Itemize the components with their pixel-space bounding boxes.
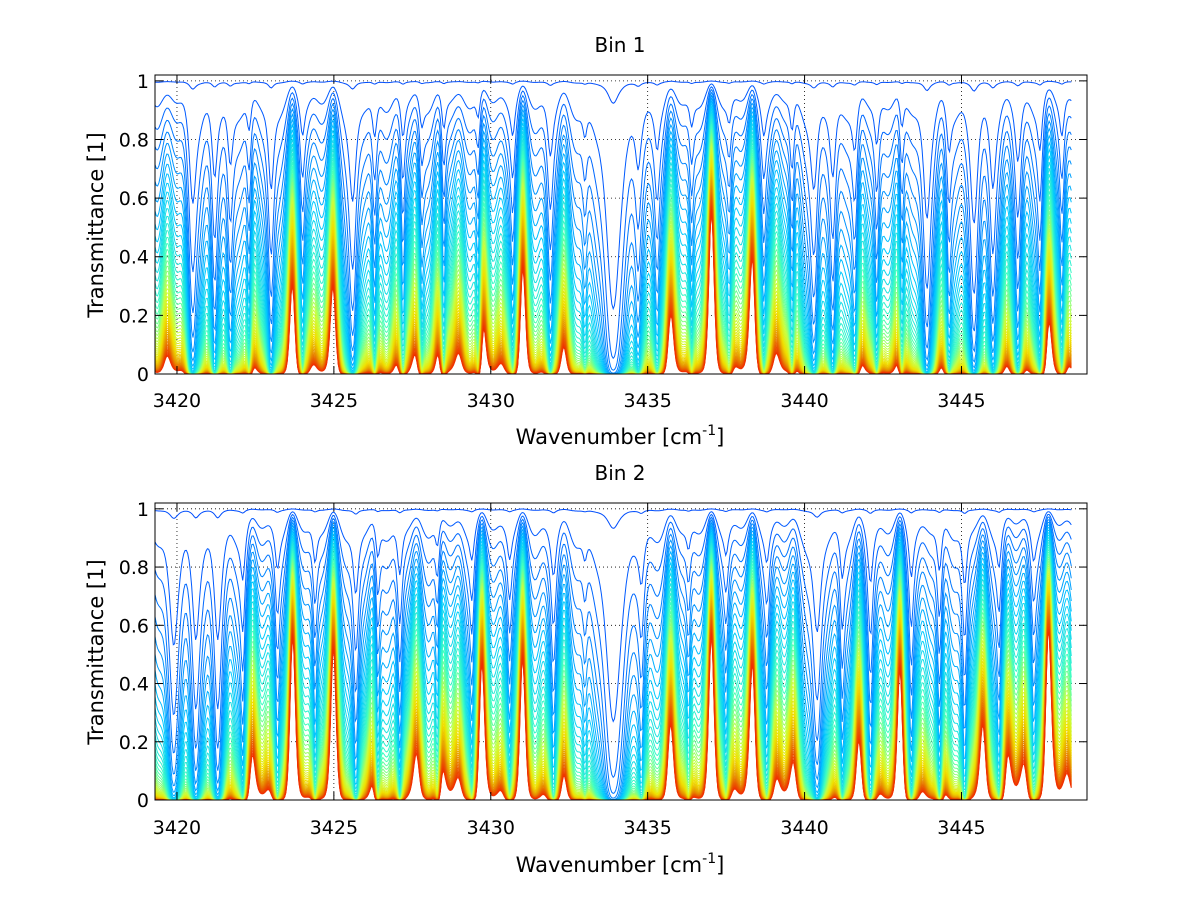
x-axis-label-end: ] [716, 853, 724, 877]
y-tick-label: 0 [137, 790, 149, 812]
x-axis-label-superscript: -1 [702, 423, 716, 439]
x-tick-label: 3445 [937, 817, 985, 839]
y-tick-label: 0.2 [119, 305, 149, 327]
chart-panel-bin-2: Bin 2 3420 3425 3430 3435 3440 3445 0 0.… [84, 461, 1088, 877]
y-axis-label: Transmittance [1] [84, 132, 108, 318]
ticks [155, 503, 1087, 801]
x-axis-label: Wavenumber [cm-1] [516, 423, 725, 449]
chart-title: Bin 1 [594, 33, 645, 57]
y-tick-label: 1 [137, 499, 149, 521]
transmittance-series-line [154, 508, 1072, 529]
y-tick-label: 0.4 [119, 247, 149, 269]
x-tick-labels: 3420 3425 3430 3435 3440 3445 [153, 390, 986, 412]
chart-title: Bin 2 [594, 461, 645, 485]
ticks [155, 75, 1087, 375]
y-tick-labels: 0 0.2 0.4 0.6 0.8 1 [119, 499, 149, 812]
transmittance-series-line [154, 516, 1072, 794]
x-tick-label: 3420 [153, 390, 201, 412]
transmittance-series-line [154, 91, 1072, 374]
x-tick-label: 3430 [467, 390, 515, 412]
x-axis-label-superscript: -1 [702, 851, 716, 867]
x-tick-label: 3445 [937, 390, 985, 412]
y-tick-label: 0.2 [119, 732, 149, 754]
x-tick-label: 3440 [780, 817, 828, 839]
transmittance-series-line [154, 511, 1072, 723]
x-tick-label: 3435 [623, 817, 671, 839]
axes-box [154, 74, 1088, 375]
x-tick-label: 3425 [310, 390, 358, 412]
axes-box [154, 502, 1088, 801]
chart-panel-bin-1: Bin 1 3420 3425 3430 3435 3440 3445 0 0.… [84, 33, 1088, 449]
y-tick-label: 0.8 [119, 557, 149, 579]
y-tick-label: 0.6 [119, 615, 149, 637]
x-axis-label-text: Wavenumber [cm [516, 425, 702, 449]
x-axis-label-text: Wavenumber [cm [516, 853, 702, 877]
x-tick-label: 3435 [623, 390, 671, 412]
transmittance-series-line [154, 513, 1072, 779]
x-tick-label: 3420 [153, 817, 201, 839]
transmittance-series-line [154, 88, 1072, 371]
transmittance-series-line [154, 80, 1072, 104]
y-tick-labels: 0 0.2 0.4 0.6 0.8 1 [119, 71, 149, 386]
transmittance-series-line [154, 83, 1072, 311]
y-tick-label: 0.6 [119, 188, 149, 210]
y-tick-label: 0.8 [119, 129, 149, 151]
x-tick-label: 3440 [780, 390, 828, 412]
y-tick-label: 0 [137, 364, 149, 386]
transmittance-series-line [154, 86, 1072, 360]
x-tick-labels: 3420 3425 3430 3435 3440 3445 [153, 817, 986, 839]
transmittance-series-line [154, 518, 1072, 799]
x-axis-label: Wavenumber [cm-1] [516, 851, 725, 877]
y-tick-label: 1 [137, 71, 149, 93]
y-axis-label: Transmittance [1] [84, 559, 108, 745]
y-tick-label: 0.4 [119, 674, 149, 696]
x-tick-label: 3430 [467, 817, 515, 839]
x-tick-label: 3425 [310, 817, 358, 839]
x-axis-label-end: ] [716, 425, 724, 449]
